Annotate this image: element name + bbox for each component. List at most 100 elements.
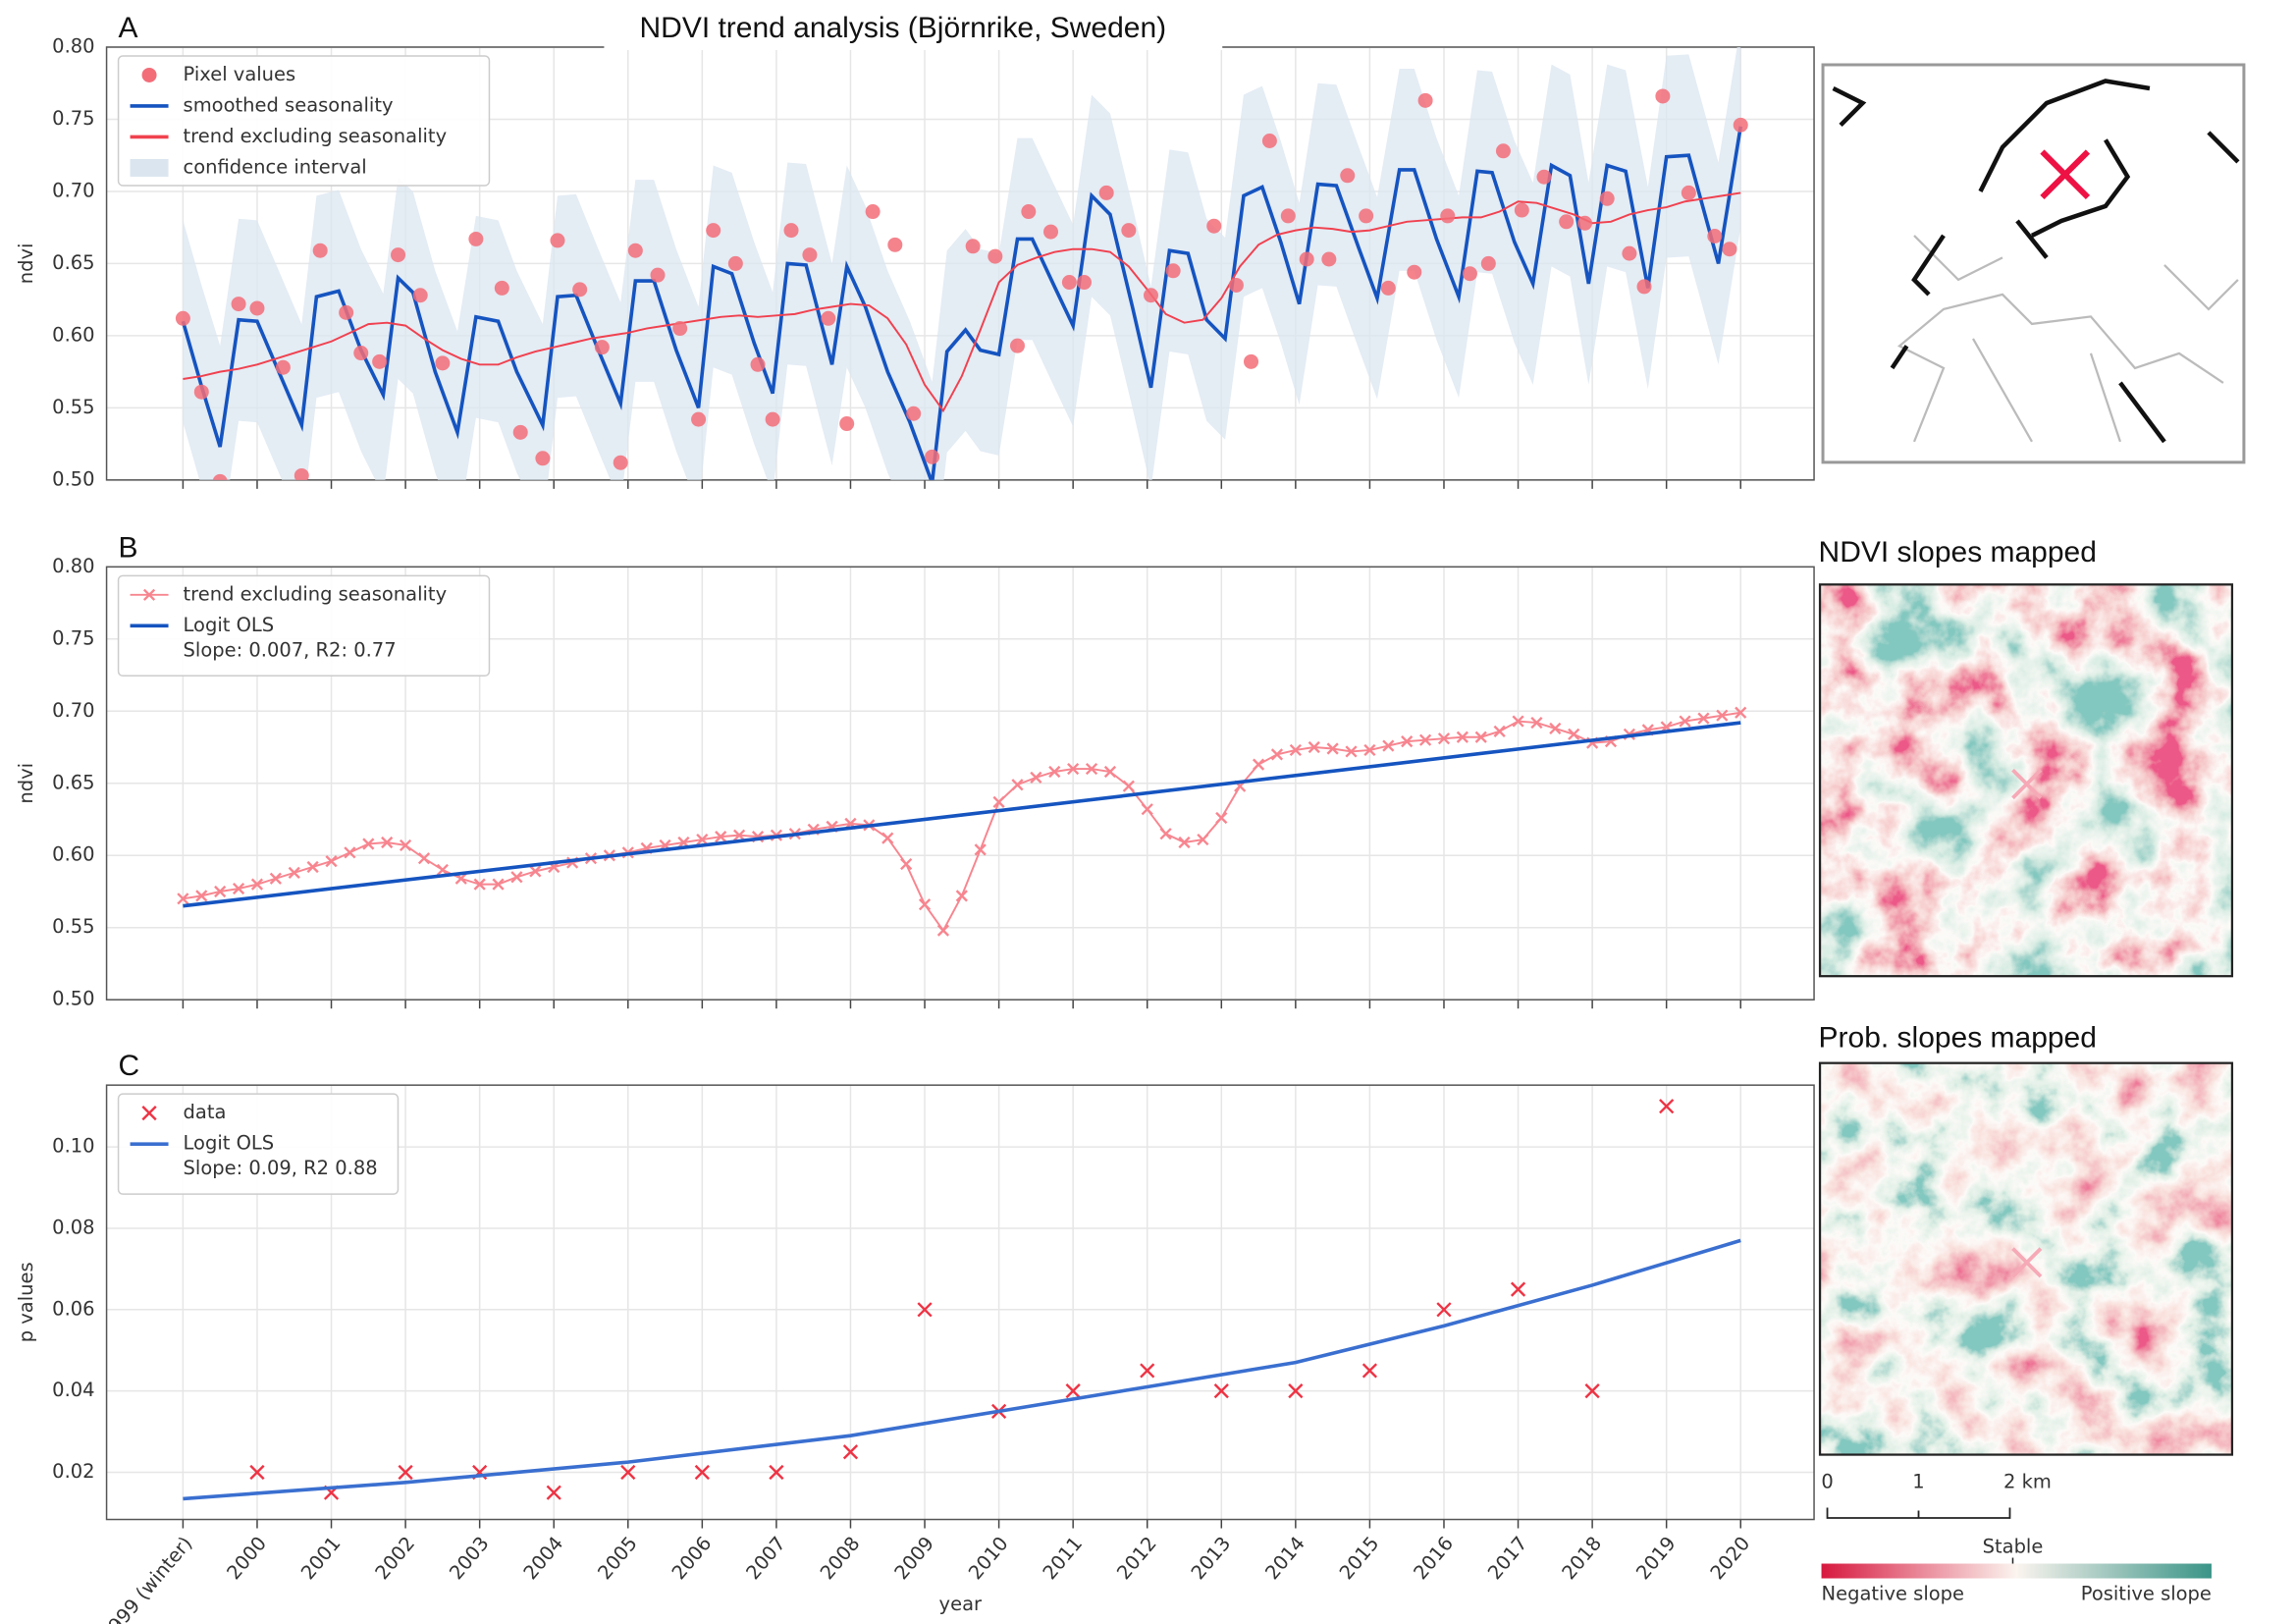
pixel-point <box>821 310 836 326</box>
y-axis-label: ndvi <box>15 244 37 285</box>
pixel-point <box>353 346 369 361</box>
scale-label: 2 km <box>2003 1471 2052 1493</box>
pixel-point <box>1299 251 1314 267</box>
pixel-point <box>1121 223 1137 239</box>
borders <box>1896 235 2239 443</box>
x-tick-label: 2019 <box>1631 1532 1680 1584</box>
pixel-point <box>212 473 228 480</box>
x-tick-label: 2005 <box>593 1532 641 1584</box>
pixel-point <box>1495 143 1511 159</box>
pixel-point <box>512 424 528 440</box>
x-tick-label: 2013 <box>1187 1532 1235 1584</box>
pixel-point <box>650 267 666 283</box>
plot-area <box>177 706 1747 937</box>
y-axis-label: ndvi <box>15 763 37 804</box>
series-line <box>183 721 1741 908</box>
pixel-point <box>1440 208 1456 224</box>
pixel-point <box>1206 218 1222 234</box>
pixel-point <box>1733 117 1748 133</box>
trend-marker <box>881 832 894 844</box>
pixel-point <box>1599 190 1615 206</box>
trend-marker <box>1103 765 1117 779</box>
inset-frame <box>1821 63 2246 464</box>
legend-label: Logit OLS <box>184 1132 275 1155</box>
pixel-point <box>727 255 743 271</box>
pixel-point <box>691 411 707 427</box>
x-tick-label: 2004 <box>519 1532 567 1584</box>
trend-marker <box>1308 740 1320 754</box>
y-tick-label: 0.65 <box>52 771 94 793</box>
x-tick-label: 2000 <box>223 1532 271 1584</box>
x-tick-label: 2006 <box>667 1532 716 1584</box>
pixel-point <box>865 204 881 220</box>
trend-marker <box>1530 716 1543 730</box>
data-marker <box>694 1464 710 1481</box>
trend-marker <box>362 838 375 850</box>
pixel-point <box>231 297 246 312</box>
y-tick-label: 0.55 <box>52 915 94 938</box>
pixel-point <box>783 223 799 239</box>
trend-marker <box>436 863 449 877</box>
legend-label: Pixel values <box>184 63 296 85</box>
pixel-point <box>802 247 818 263</box>
trend-marker <box>529 865 542 878</box>
pixel-point <box>1144 288 1159 303</box>
y-tick-label: 0.65 <box>52 251 94 274</box>
pixel-point <box>1407 264 1422 280</box>
trend-marker <box>269 872 282 885</box>
scale-label: 1 <box>1912 1471 1924 1493</box>
confidence-band <box>183 46 1741 480</box>
data-marker <box>620 1464 636 1481</box>
colorbar <box>1821 1563 2212 1579</box>
pixel-point <box>1480 255 1496 271</box>
y-tick-label: 0.70 <box>52 699 94 722</box>
trend-marker <box>1011 779 1024 791</box>
trend-marker <box>696 833 709 846</box>
panel-label: C <box>119 1050 140 1082</box>
pixel-point <box>1636 279 1652 295</box>
trend-marker <box>1122 780 1135 792</box>
pixel-point <box>535 451 551 466</box>
colorbar-label: Stable <box>1983 1536 2044 1558</box>
trend-marker <box>1401 735 1414 748</box>
x-tick-label: 2001 <box>296 1532 345 1584</box>
pixel-point <box>1261 134 1277 149</box>
pixel-point <box>1244 353 1259 369</box>
x-tick-label: 2014 <box>1260 1532 1308 1584</box>
map-title: Prob. slopes mapped <box>1819 1022 2097 1055</box>
y-tick-label: 0.08 <box>52 1216 94 1238</box>
pixel-point <box>1655 88 1671 104</box>
pixel-point <box>339 304 354 320</box>
trend-marker <box>177 893 189 905</box>
trend-marker <box>1178 836 1191 849</box>
panel-label: A <box>119 12 138 44</box>
y-tick-label: 0.75 <box>52 107 94 130</box>
pixel-point <box>275 359 291 375</box>
y-tick-label: 0.70 <box>52 179 94 201</box>
trend-marker <box>399 839 412 852</box>
trend-marker <box>306 860 319 874</box>
pixel-point <box>906 406 922 421</box>
trend-marker <box>936 924 950 937</box>
x-tick-label: 2017 <box>1483 1532 1531 1584</box>
pixel-point <box>391 247 406 263</box>
y-tick-label: 0.60 <box>52 323 94 346</box>
axes-frame <box>105 1084 1815 1521</box>
trend-marker <box>1437 732 1451 745</box>
y-tick-label: 0.06 <box>52 1297 94 1320</box>
series-line <box>183 711 1741 933</box>
trend-marker <box>1197 833 1209 846</box>
pixel-point <box>1021 204 1037 220</box>
x-tick-label: 2009 <box>890 1532 938 1584</box>
trend-marker <box>1252 758 1265 771</box>
y-axis-label: p values <box>15 1262 37 1342</box>
legend-label: confidence interval <box>184 155 367 178</box>
data-marker <box>1584 1383 1600 1399</box>
x-tick-label: 2010 <box>964 1532 1012 1584</box>
pixel-point <box>672 321 688 337</box>
x-axis-label: year <box>939 1593 983 1615</box>
pixel-point <box>1380 280 1396 296</box>
data-marker <box>546 1485 561 1500</box>
colorbar-label: Positive slope <box>2081 1583 2212 1605</box>
